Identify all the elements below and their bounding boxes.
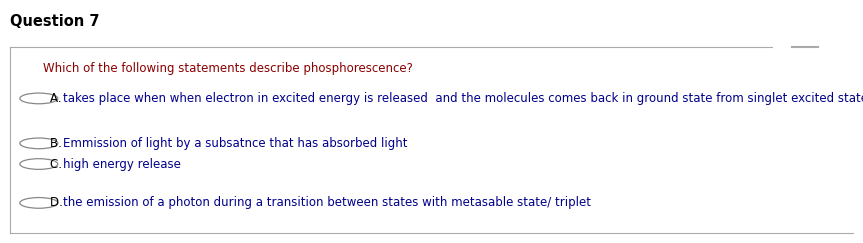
Text: Emmission of light by a subsatnce that has absorbed light: Emmission of light by a subsatnce that h… <box>63 137 407 150</box>
Text: Which of the following statements describe phosphorescence?: Which of the following statements descri… <box>43 61 413 75</box>
Text: high energy release: high energy release <box>63 157 181 171</box>
Text: takes place when when electron in excited energy is released  and the molecules : takes place when when electron in excite… <box>63 92 863 105</box>
Text: D.: D. <box>50 196 66 209</box>
Text: B.: B. <box>50 137 66 150</box>
Text: Question 7: Question 7 <box>10 14 100 29</box>
Text: A.: A. <box>50 92 66 105</box>
Text: C.: C. <box>50 157 66 171</box>
Text: the emission of a photon during a transition between states with metasable state: the emission of a photon during a transi… <box>63 196 591 209</box>
